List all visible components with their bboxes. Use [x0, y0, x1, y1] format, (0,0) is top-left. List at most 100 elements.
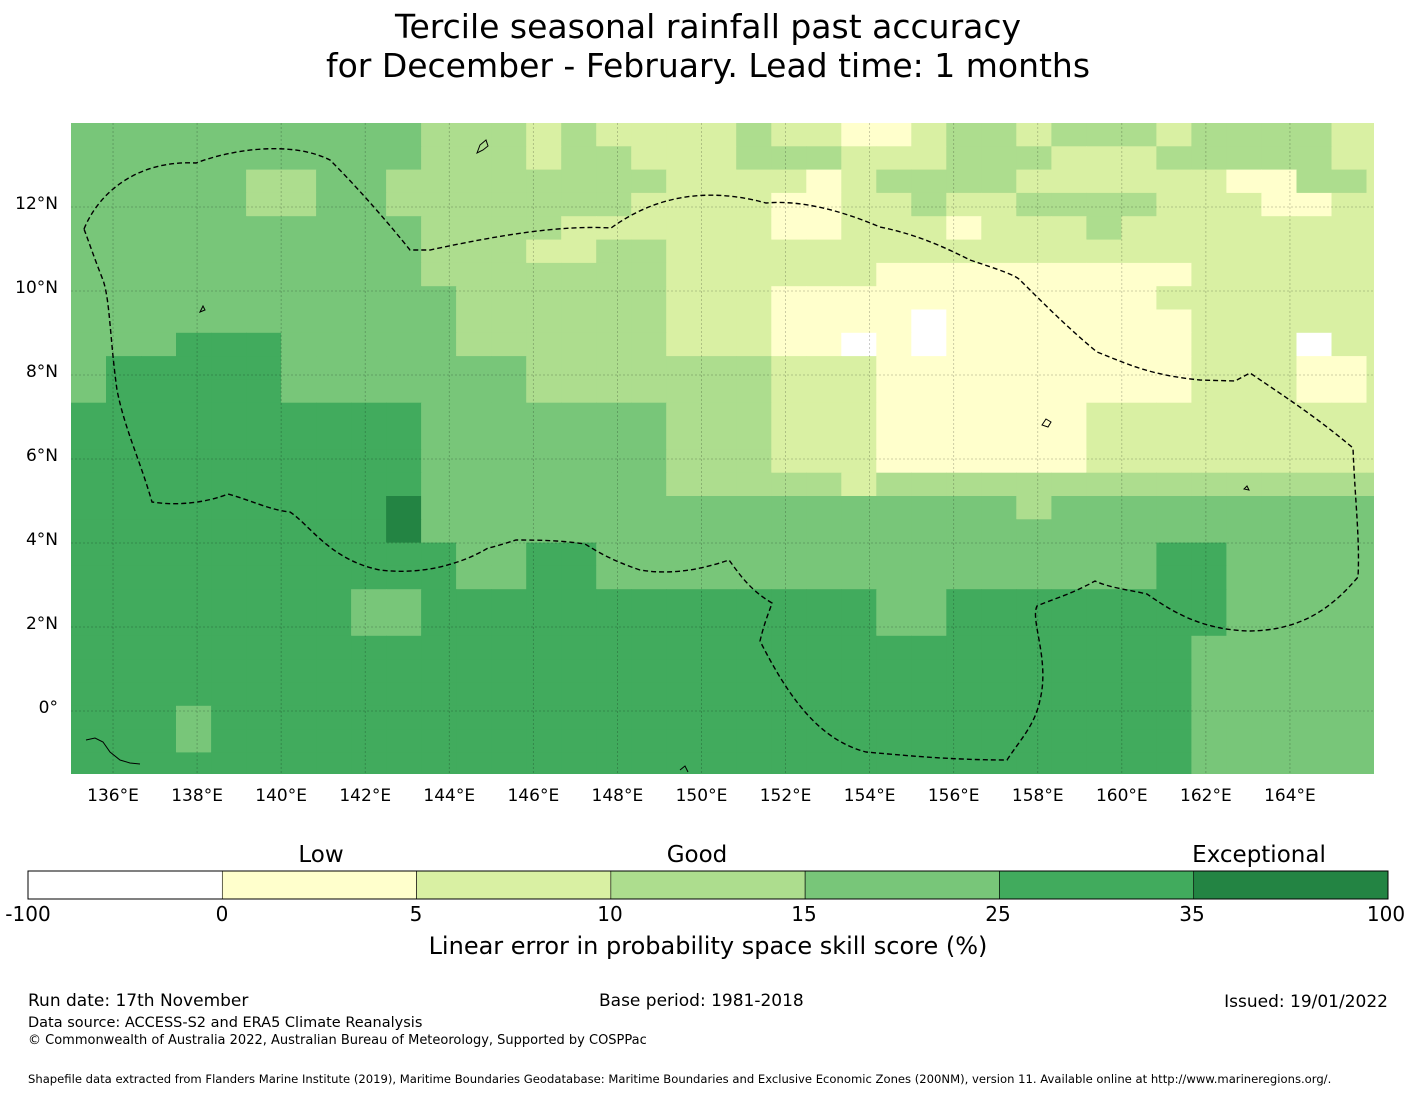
skill-cell	[526, 402, 562, 427]
skill-cell	[1366, 286, 1374, 311]
skill-cell	[1051, 635, 1087, 660]
skill-cell	[281, 402, 317, 427]
skill-cell	[1296, 682, 1333, 707]
skill-cell	[526, 286, 562, 311]
skill-cell	[876, 752, 912, 774]
skill-cell	[701, 472, 737, 497]
skill-cell	[561, 262, 597, 287]
skill-cell	[806, 123, 842, 147]
skill-cell	[456, 635, 492, 660]
skill-cell	[351, 472, 387, 497]
longitude-label: 142°E	[339, 786, 392, 806]
skill-cell	[701, 682, 737, 707]
skill-cell	[1366, 682, 1374, 707]
skill-cell	[946, 169, 982, 194]
skill-cell	[281, 239, 317, 264]
skill-cell	[1226, 216, 1262, 241]
skill-cell	[281, 356, 317, 380]
skill-cell	[1086, 309, 1122, 334]
skill-cell	[841, 123, 877, 147]
skill-cell	[421, 612, 457, 637]
skill-cell	[1086, 332, 1122, 357]
skill-cell	[666, 542, 702, 567]
skill-cell	[1086, 262, 1122, 287]
skill-cell	[771, 309, 807, 334]
skill-cell	[176, 356, 212, 380]
skill-cell	[1226, 635, 1262, 660]
skill-cell	[421, 659, 457, 683]
skill-cell	[911, 239, 947, 264]
skill-cell	[211, 146, 247, 171]
skill-cell	[876, 286, 912, 311]
skill-cell	[631, 192, 667, 217]
skill-cell	[246, 589, 282, 614]
skill-cell	[316, 472, 352, 497]
skill-cell	[1261, 612, 1297, 637]
skill-cell	[316, 332, 352, 357]
skill-cell	[1261, 682, 1297, 707]
skill-cell	[211, 472, 247, 497]
skill-cell	[211, 752, 247, 774]
skill-cell	[421, 309, 457, 334]
skill-cell	[491, 519, 527, 544]
longitude-label: 156°E	[927, 786, 980, 806]
skill-cell	[1226, 612, 1262, 637]
skill-cell	[841, 262, 877, 287]
data-source: Data source: ACCESS-S2 and ERA5 Climate …	[28, 1015, 423, 1031]
skill-cell	[71, 472, 107, 497]
skill-cell	[456, 752, 492, 774]
skill-cell	[981, 239, 1017, 264]
skill-cell	[176, 379, 212, 404]
skill-cell	[1051, 472, 1087, 497]
skill-cell	[141, 286, 177, 311]
skill-cell	[526, 729, 562, 753]
skill-cell	[1121, 449, 1157, 474]
skill-cell	[1016, 169, 1052, 194]
skill-cell	[526, 449, 562, 474]
skill-cell	[351, 402, 387, 427]
skill-cell	[1086, 169, 1122, 194]
skill-cell	[561, 565, 597, 590]
skill-cell	[771, 682, 807, 707]
skill-cell	[806, 286, 842, 311]
skill-cell	[491, 379, 527, 404]
skill-cell	[1226, 705, 1262, 730]
skill-cell	[946, 332, 982, 357]
skill-cell	[736, 146, 772, 171]
skill-cell	[1226, 169, 1262, 194]
skill-cell	[351, 565, 387, 590]
skill-cell	[1296, 169, 1333, 194]
skill-cell	[491, 449, 527, 474]
skill-cell	[1366, 472, 1374, 497]
skill-cell	[176, 659, 212, 683]
skill-cell	[106, 426, 142, 450]
latitude-label: 0°	[38, 698, 58, 718]
skill-cell	[981, 402, 1017, 427]
skill-cell	[876, 239, 912, 264]
skill-cell	[1261, 169, 1297, 194]
skill-cell	[211, 286, 247, 311]
skill-cell	[71, 659, 107, 683]
skill-cell	[71, 169, 107, 194]
skill-cell	[946, 379, 982, 404]
skill-cell	[1156, 472, 1192, 497]
skill-cell	[1296, 519, 1333, 544]
skill-cell	[141, 309, 177, 334]
skill-cell	[281, 169, 317, 194]
skill-cell	[596, 682, 632, 707]
skill-cell	[211, 589, 247, 614]
skill-cell	[1016, 729, 1052, 753]
skill-cell	[176, 705, 212, 730]
skill-cell	[71, 309, 107, 334]
skill-cell	[701, 192, 737, 217]
skill-cell	[1156, 682, 1192, 707]
skill-cell	[981, 496, 1017, 520]
skill-cell	[491, 123, 527, 147]
skill-cell	[281, 379, 317, 404]
latitude-label: 10°N	[15, 278, 58, 298]
skill-cell	[1296, 589, 1333, 614]
skill-cell	[421, 379, 457, 404]
skill-cell	[491, 729, 527, 753]
skill-cell	[141, 472, 177, 497]
skill-cell	[806, 472, 842, 497]
